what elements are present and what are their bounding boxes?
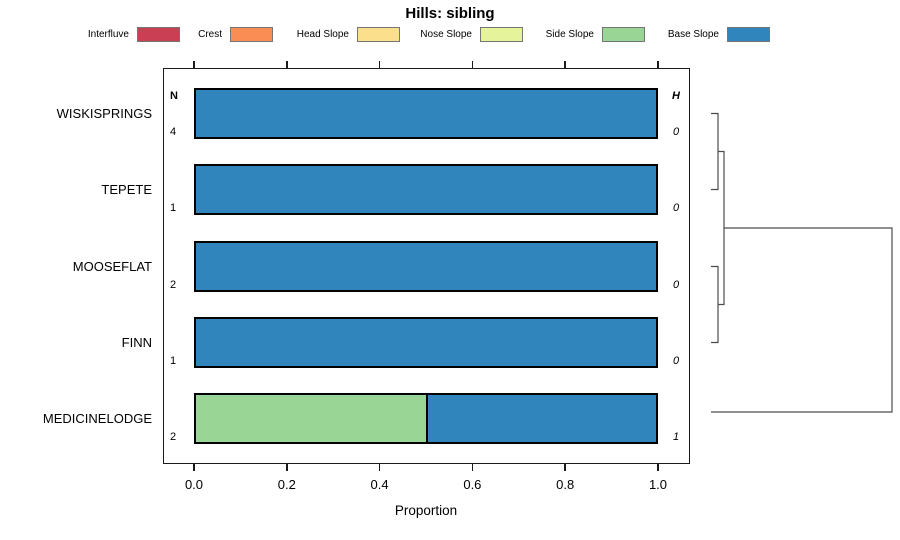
top-axis-tick bbox=[657, 61, 659, 68]
x-tick-label: 0.0 bbox=[184, 477, 204, 492]
dendrogram-link bbox=[711, 265, 719, 344]
n-value: 2 bbox=[170, 279, 177, 291]
x-tick-label: 0.4 bbox=[370, 477, 389, 492]
row-label: MEDICINELODGE bbox=[42, 410, 152, 426]
top-axis-tick bbox=[564, 61, 566, 68]
legend-swatch bbox=[137, 26, 180, 42]
stacked-bar bbox=[194, 88, 658, 139]
bottom-axis-tick bbox=[193, 464, 195, 471]
h-value: 0 bbox=[672, 279, 680, 291]
bar-segment-base-slope bbox=[426, 395, 656, 442]
legend-item: Nose Slope bbox=[420, 26, 523, 42]
row-label: MOOSEFLAT bbox=[72, 258, 152, 274]
top-axis-tick bbox=[193, 61, 195, 68]
stacked-bar bbox=[194, 164, 658, 215]
dendrogram-link bbox=[718, 150, 725, 306]
n-value: 2 bbox=[170, 431, 177, 443]
bottom-axis-tick bbox=[286, 464, 288, 471]
x-axis-label: Proportion bbox=[394, 503, 458, 518]
legend-label: Crest bbox=[198, 28, 222, 40]
x-tick-label: 0.8 bbox=[556, 477, 575, 492]
legend-item: Interfluve bbox=[88, 26, 180, 42]
x-tick-label: 0.2 bbox=[277, 477, 296, 492]
top-axis-tick bbox=[378, 61, 381, 68]
bar-segment-base-slope bbox=[196, 319, 656, 366]
row-label: WISKISPRINGS bbox=[56, 105, 152, 121]
legend-swatch bbox=[357, 26, 400, 42]
bottom-axis-tick bbox=[657, 464, 659, 471]
legend-label: Head Slope bbox=[296, 28, 349, 40]
legend-swatch bbox=[602, 26, 645, 42]
n-value: 4 bbox=[170, 126, 177, 138]
legend-label: Side Slope bbox=[545, 28, 594, 40]
stacked-bar bbox=[194, 393, 658, 444]
h-value: 1 bbox=[672, 431, 680, 443]
legend-label: Nose Slope bbox=[420, 28, 472, 40]
h-value: 0 bbox=[672, 355, 680, 367]
x-tick-label: 0.6 bbox=[463, 477, 482, 492]
bottom-axis-tick bbox=[564, 464, 566, 471]
bottom-axis-tick bbox=[378, 464, 381, 471]
h-value: 0 bbox=[672, 126, 680, 138]
h-value: 0 bbox=[672, 202, 680, 214]
chart-title: Hills: sibling bbox=[405, 5, 495, 22]
stacked-bar bbox=[194, 241, 658, 292]
top-axis-tick bbox=[471, 61, 474, 68]
bar-segment-base-slope bbox=[196, 90, 656, 137]
legend-item: Side Slope bbox=[546, 26, 645, 42]
dendrogram-link bbox=[711, 112, 719, 191]
bar-segment-base-slope bbox=[196, 166, 656, 213]
legend-item: Head Slope bbox=[297, 26, 400, 42]
legend-item: Crest bbox=[198, 26, 273, 42]
stacked-bar bbox=[194, 317, 658, 368]
top-axis-tick bbox=[286, 61, 288, 68]
legend-swatch bbox=[480, 26, 523, 42]
n-value: 1 bbox=[170, 355, 177, 367]
legend-label: Base Slope bbox=[667, 28, 719, 40]
dendrogram-link bbox=[711, 227, 893, 413]
x-tick-label: 1.0 bbox=[648, 477, 668, 492]
n-column-header: N bbox=[170, 90, 178, 102]
n-value: 1 bbox=[170, 202, 177, 214]
bottom-axis-tick bbox=[471, 464, 474, 471]
legend-swatch bbox=[727, 26, 770, 42]
h-column-header: H bbox=[672, 90, 680, 102]
bar-segment-base-slope bbox=[196, 243, 656, 290]
row-label: TEPETE bbox=[101, 181, 152, 197]
bar-segment-side-slope bbox=[196, 395, 426, 442]
row-label: FINN bbox=[121, 334, 152, 350]
legend-swatch bbox=[230, 26, 273, 42]
legend-item: Base Slope bbox=[668, 26, 770, 42]
legend-label: Interfluve bbox=[87, 28, 129, 40]
plot-area bbox=[163, 68, 690, 464]
